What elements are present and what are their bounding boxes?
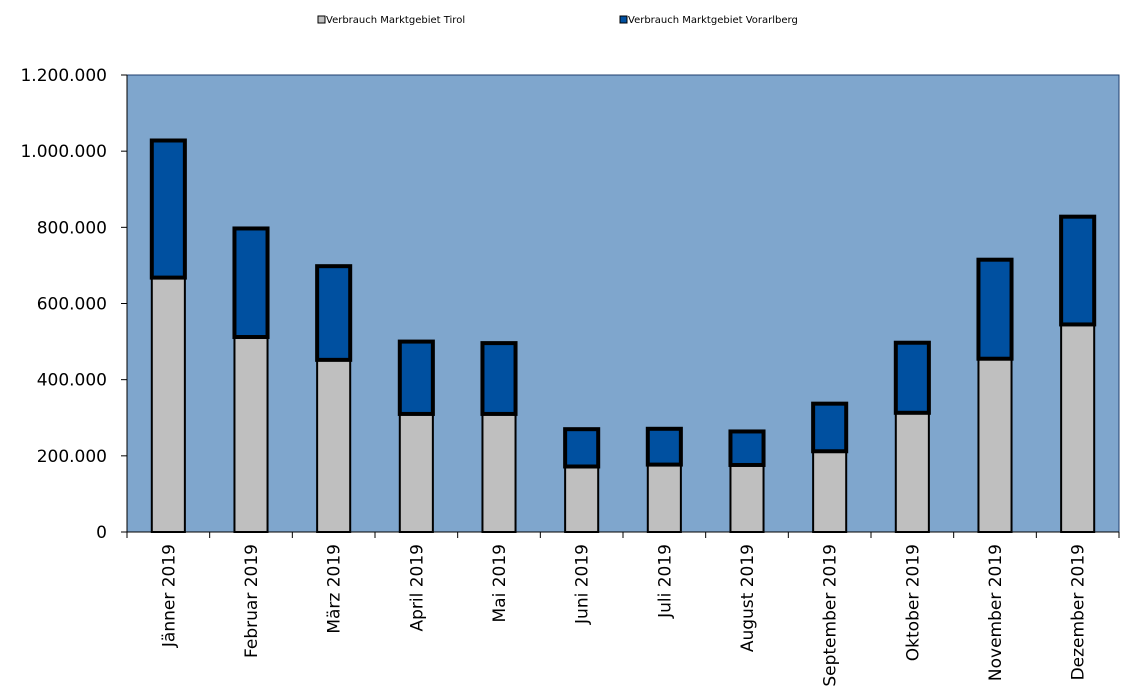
bar-segment-vorarlberg — [397, 339, 435, 416]
bar-segment-tirol — [398, 412, 434, 534]
y-tick-label: 200.000 — [37, 447, 107, 467]
bar-segment-vorarlberg — [645, 426, 683, 467]
bar-segment-vorarlberg — [480, 341, 518, 416]
x-tick-label: Juli 2019 — [655, 544, 675, 619]
bar-segment-vorarlberg — [893, 340, 931, 415]
y-tick-label: 1.000.000 — [20, 142, 107, 162]
y-tick-label: 1.200.000 — [20, 66, 107, 86]
x-tick-label: September 2019 — [821, 544, 841, 687]
bar-segment-tirol — [233, 336, 269, 533]
bar-segment-tirol — [481, 412, 517, 534]
y-tick-label: 600.000 — [37, 295, 107, 315]
x-tick-label: Juni 2019 — [573, 544, 593, 625]
bar-segment-tirol — [646, 463, 682, 533]
bar-segment-tirol — [150, 276, 186, 533]
x-axis: Jänner 2019 Februar 2019 März 2019 April 20… — [126, 531, 1120, 687]
legend: Verbrauch Marktgebiet Tirol Verbrauch Ma… — [317, 15, 798, 26]
bar-segment-tirol — [316, 358, 352, 534]
x-tick-label: Mai 2019 — [490, 544, 510, 622]
x-tick-label: Februar 2019 — [242, 544, 262, 658]
bar-segment-vorarlberg — [728, 429, 766, 467]
x-tick-label: November 2019 — [986, 544, 1006, 681]
x-tick-label: März 2019 — [325, 544, 345, 634]
x-tick-label: April 2019 — [407, 544, 427, 632]
legend-label-vorarlberg: Verbrauch Marktgebiet Vorarlberg — [628, 15, 798, 26]
legend-label-tirol: Verbrauch Marktgebiet Tirol — [326, 15, 465, 26]
bars — [149, 138, 1097, 534]
y-axis: 0 200.000 400.000 600.000 800.000 1.000.000 1.… — [20, 66, 128, 543]
bar-segment-vorarlberg — [149, 138, 187, 280]
legend-swatch-vorarlberg — [619, 15, 628, 24]
legend-item-tirol: Verbrauch Marktgebiet Tirol — [317, 15, 465, 26]
x-tick-label: Dezember 2019 — [1069, 544, 1089, 680]
plot-area — [126, 74, 1120, 533]
bar-segment-vorarlberg — [811, 401, 849, 454]
bar-segment-tirol — [564, 465, 600, 534]
x-tick-label: Jänner 2019 — [159, 544, 179, 648]
y-tick-label: 800.000 — [37, 218, 107, 238]
bar-segment-tirol — [729, 463, 765, 533]
bar-segment-vorarlberg — [232, 226, 270, 340]
bar-segment-vorarlberg — [1059, 214, 1097, 327]
legend-swatch-tirol — [317, 15, 326, 24]
bar-segment-tirol — [1060, 323, 1096, 533]
bar-segment-tirol — [894, 411, 930, 533]
bar-segment-vorarlberg — [976, 257, 1014, 361]
bar-segment-tirol — [977, 357, 1013, 533]
x-tick-label: August 2019 — [738, 544, 758, 652]
x-tick-label: Oktober 2019 — [903, 544, 923, 661]
legend-item-vorarlberg: Verbrauch Marktgebiet Vorarlberg — [619, 15, 798, 26]
y-tick-label: 400.000 — [37, 371, 107, 391]
y-tick-label: 0 — [96, 523, 107, 543]
bar-segment-vorarlberg — [563, 427, 601, 469]
bar-segment-tirol — [812, 450, 848, 533]
bar-segment-vorarlberg — [315, 264, 353, 362]
